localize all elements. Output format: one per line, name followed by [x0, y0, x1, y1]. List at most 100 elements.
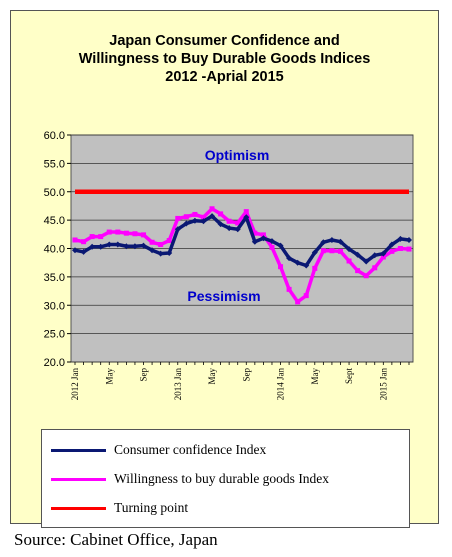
source-note: Source: Cabinet Office, Japan [14, 530, 218, 549]
data-point-durable-goods [132, 231, 138, 237]
data-point-consumer-confidence [286, 255, 293, 262]
data-point-durable-goods [406, 246, 412, 252]
data-point-durable-goods [89, 234, 95, 240]
y-tick-label: 20.0 [44, 357, 65, 369]
y-tick-label: 25.0 [44, 329, 65, 341]
data-point-durable-goods [192, 211, 198, 217]
data-point-consumer-confidence [320, 239, 327, 246]
legend-item-consumer-confidence: Consumer confidence Index [42, 440, 409, 460]
y-tick-label: 60.0 [44, 130, 65, 142]
data-point-consumer-confidence [89, 243, 96, 250]
data-point-durable-goods [260, 232, 266, 238]
series-line-consumer-confidence [74, 214, 410, 268]
legend-swatch-durable-goods [51, 478, 106, 481]
data-point-durable-goods [149, 239, 155, 245]
data-point-consumer-confidence [388, 241, 395, 248]
x-tick-label: 2014 Jan [276, 368, 286, 401]
data-point-consumer-confidence [397, 235, 404, 242]
data-point-durable-goods [226, 218, 232, 224]
data-point-consumer-confidence [268, 238, 275, 245]
data-point-durable-goods [115, 229, 121, 235]
legend-label-consumer-confidence: Consumer confidence Index [114, 442, 267, 457]
legend-swatch-turning-point [51, 507, 106, 510]
x-tick-label: Sept [344, 368, 354, 385]
data-point-consumer-confidence [354, 251, 361, 258]
data-point-durable-goods [320, 248, 326, 254]
x-tick-label: Sep [241, 368, 251, 382]
data-point-consumer-confidence [209, 213, 216, 220]
data-point-durable-goods [81, 239, 87, 245]
data-point-consumer-confidence [97, 243, 104, 250]
data-point-consumer-confidence [226, 225, 233, 232]
data-point-consumer-confidence [157, 250, 164, 257]
series-line-durable-goods [74, 207, 410, 304]
data-point-durable-goods [158, 242, 164, 248]
legend-swatch-consumer-confidence [51, 449, 106, 452]
data-point-durable-goods [286, 286, 292, 292]
data-point-durable-goods [218, 211, 224, 217]
annotation-pessimism: Pessimism [187, 288, 260, 304]
data-point-consumer-confidence [406, 236, 412, 243]
data-point-durable-goods [363, 273, 369, 279]
data-point-consumer-confidence [303, 262, 310, 269]
data-point-consumer-confidence [234, 226, 241, 233]
y-tick-label: 30.0 [44, 300, 65, 312]
data-point-consumer-confidence [131, 243, 138, 250]
data-point-durable-goods [355, 268, 361, 274]
data-point-durable-goods [303, 293, 309, 299]
data-point-consumer-confidence [371, 252, 378, 259]
data-point-durable-goods [380, 254, 386, 260]
data-point-consumer-confidence [277, 242, 284, 249]
data-point-durable-goods [243, 209, 249, 215]
legend-label-turning-point: Turning point [114, 500, 189, 515]
data-point-durable-goods [183, 214, 189, 220]
data-point-durable-goods [389, 248, 395, 254]
data-point-durable-goods [123, 230, 129, 236]
chart-title-line-3: 2012 -Aprial 2015 [165, 69, 284, 85]
data-point-durable-goods [72, 237, 78, 243]
data-point-durable-goods [269, 244, 275, 250]
data-point-consumer-confidence [191, 217, 198, 224]
data-point-consumer-confidence [123, 243, 130, 250]
y-tick-label: 50.0 [44, 187, 65, 199]
data-point-consumer-confidence [80, 248, 87, 255]
data-point-durable-goods [98, 234, 104, 240]
x-tick-label: Sep [139, 368, 149, 382]
chart-title-line-1: Japan Consumer Confidence and [109, 33, 340, 49]
data-point-durable-goods [278, 264, 284, 270]
data-point-consumer-confidence [174, 226, 181, 233]
data-point-durable-goods [295, 299, 301, 305]
data-point-durable-goods [337, 248, 343, 254]
data-point-durable-goods [209, 206, 215, 212]
data-point-durable-goods [175, 215, 181, 221]
data-point-consumer-confidence [140, 242, 147, 249]
y-tick-label: 40.0 [44, 244, 65, 256]
data-point-durable-goods [252, 230, 258, 236]
x-tick-label: 2013 Jan [173, 368, 183, 401]
data-point-consumer-confidence [183, 220, 190, 227]
legend-item-turning-point: Turning point [42, 498, 409, 518]
y-tick-label: 55.0 [44, 158, 65, 170]
x-tick-label: May [207, 368, 217, 385]
data-point-durable-goods [200, 214, 206, 220]
chart-plot: 20.0 25.0 30.0 35.0 40.0 45.0 50.0 55.0 60.0 2012… [44, 130, 414, 401]
data-point-durable-goods [329, 248, 335, 254]
legend-label-durable-goods: Willingness to buy durable goods Index [114, 471, 330, 486]
chart-frame: Japan Consumer Confidence and Willingnes… [10, 10, 439, 528]
data-point-durable-goods [166, 238, 172, 244]
data-point-consumer-confidence [337, 238, 344, 245]
annotation-optimism: Optimism [205, 147, 270, 163]
data-point-consumer-confidence [243, 214, 250, 221]
data-point-consumer-confidence [166, 250, 173, 257]
x-tick-label: May [104, 368, 114, 385]
chart-legend: Consumer confidence Index Willingness to… [41, 429, 410, 528]
x-tick-label: 2012 Jan [70, 368, 80, 401]
data-point-consumer-confidence [311, 249, 318, 256]
x-tick-label: May [310, 368, 320, 385]
data-point-durable-goods [312, 265, 318, 271]
data-point-durable-goods [397, 246, 403, 251]
legend-item-durable-goods: Willingness to buy durable goods Index [42, 469, 409, 489]
data-point-durable-goods [235, 220, 241, 226]
y-tick-label: 45.0 [44, 215, 65, 227]
data-point-consumer-confidence [294, 259, 301, 266]
